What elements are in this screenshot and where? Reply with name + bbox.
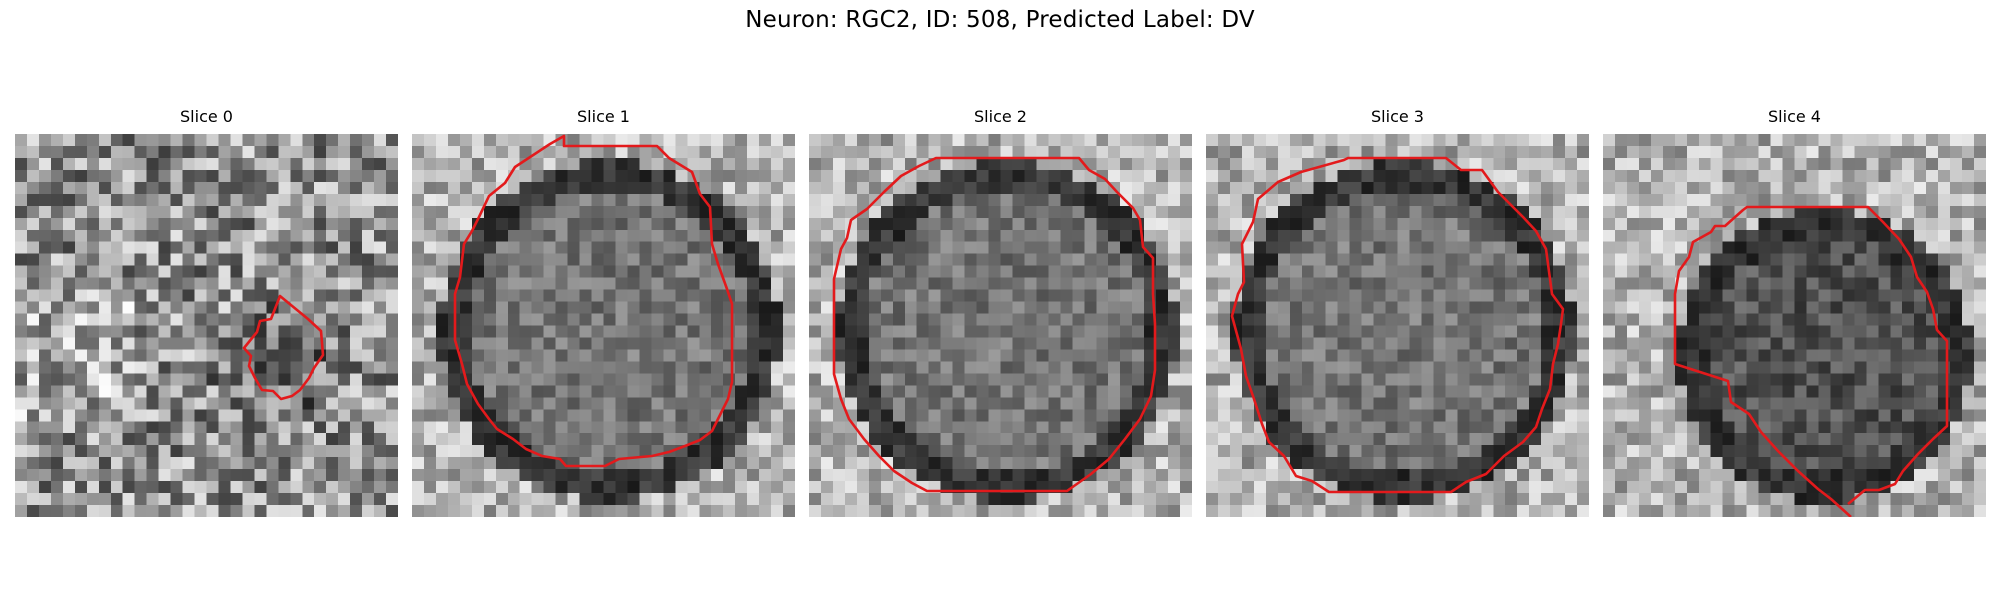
- slice-image-3: [1206, 134, 1589, 517]
- slice-panel-0: Slice 0: [15, 107, 398, 517]
- segmentation-contour-2: [832, 156, 1157, 493]
- slice-title-2: Slice 2: [974, 107, 1027, 126]
- segmentation-contour-4: [1673, 205, 1949, 517]
- slice-image-2: [809, 134, 1192, 517]
- slice-image-4: [1603, 134, 1986, 517]
- slice-panel-2: Slice 2: [809, 107, 1192, 517]
- slice-panel-1: Slice 1: [412, 107, 795, 517]
- slice-title-1: Slice 1: [577, 107, 630, 126]
- figure-title: Neuron: RGC2, ID: 508, Predicted Label: …: [745, 7, 1255, 33]
- slice-title-3: Slice 3: [1371, 107, 1424, 126]
- slice-image-0: [15, 134, 398, 517]
- slice-panel-4: Slice 4: [1603, 107, 1986, 517]
- segmentation-contour-3: [1230, 156, 1565, 494]
- slice-panel-3: Slice 3: [1206, 107, 1589, 517]
- slice-title-4: Slice 4: [1768, 107, 1821, 126]
- slice-title-0: Slice 0: [180, 107, 233, 126]
- segmentation-contour-1: [453, 134, 734, 468]
- segmentation-contour-0: [242, 294, 325, 401]
